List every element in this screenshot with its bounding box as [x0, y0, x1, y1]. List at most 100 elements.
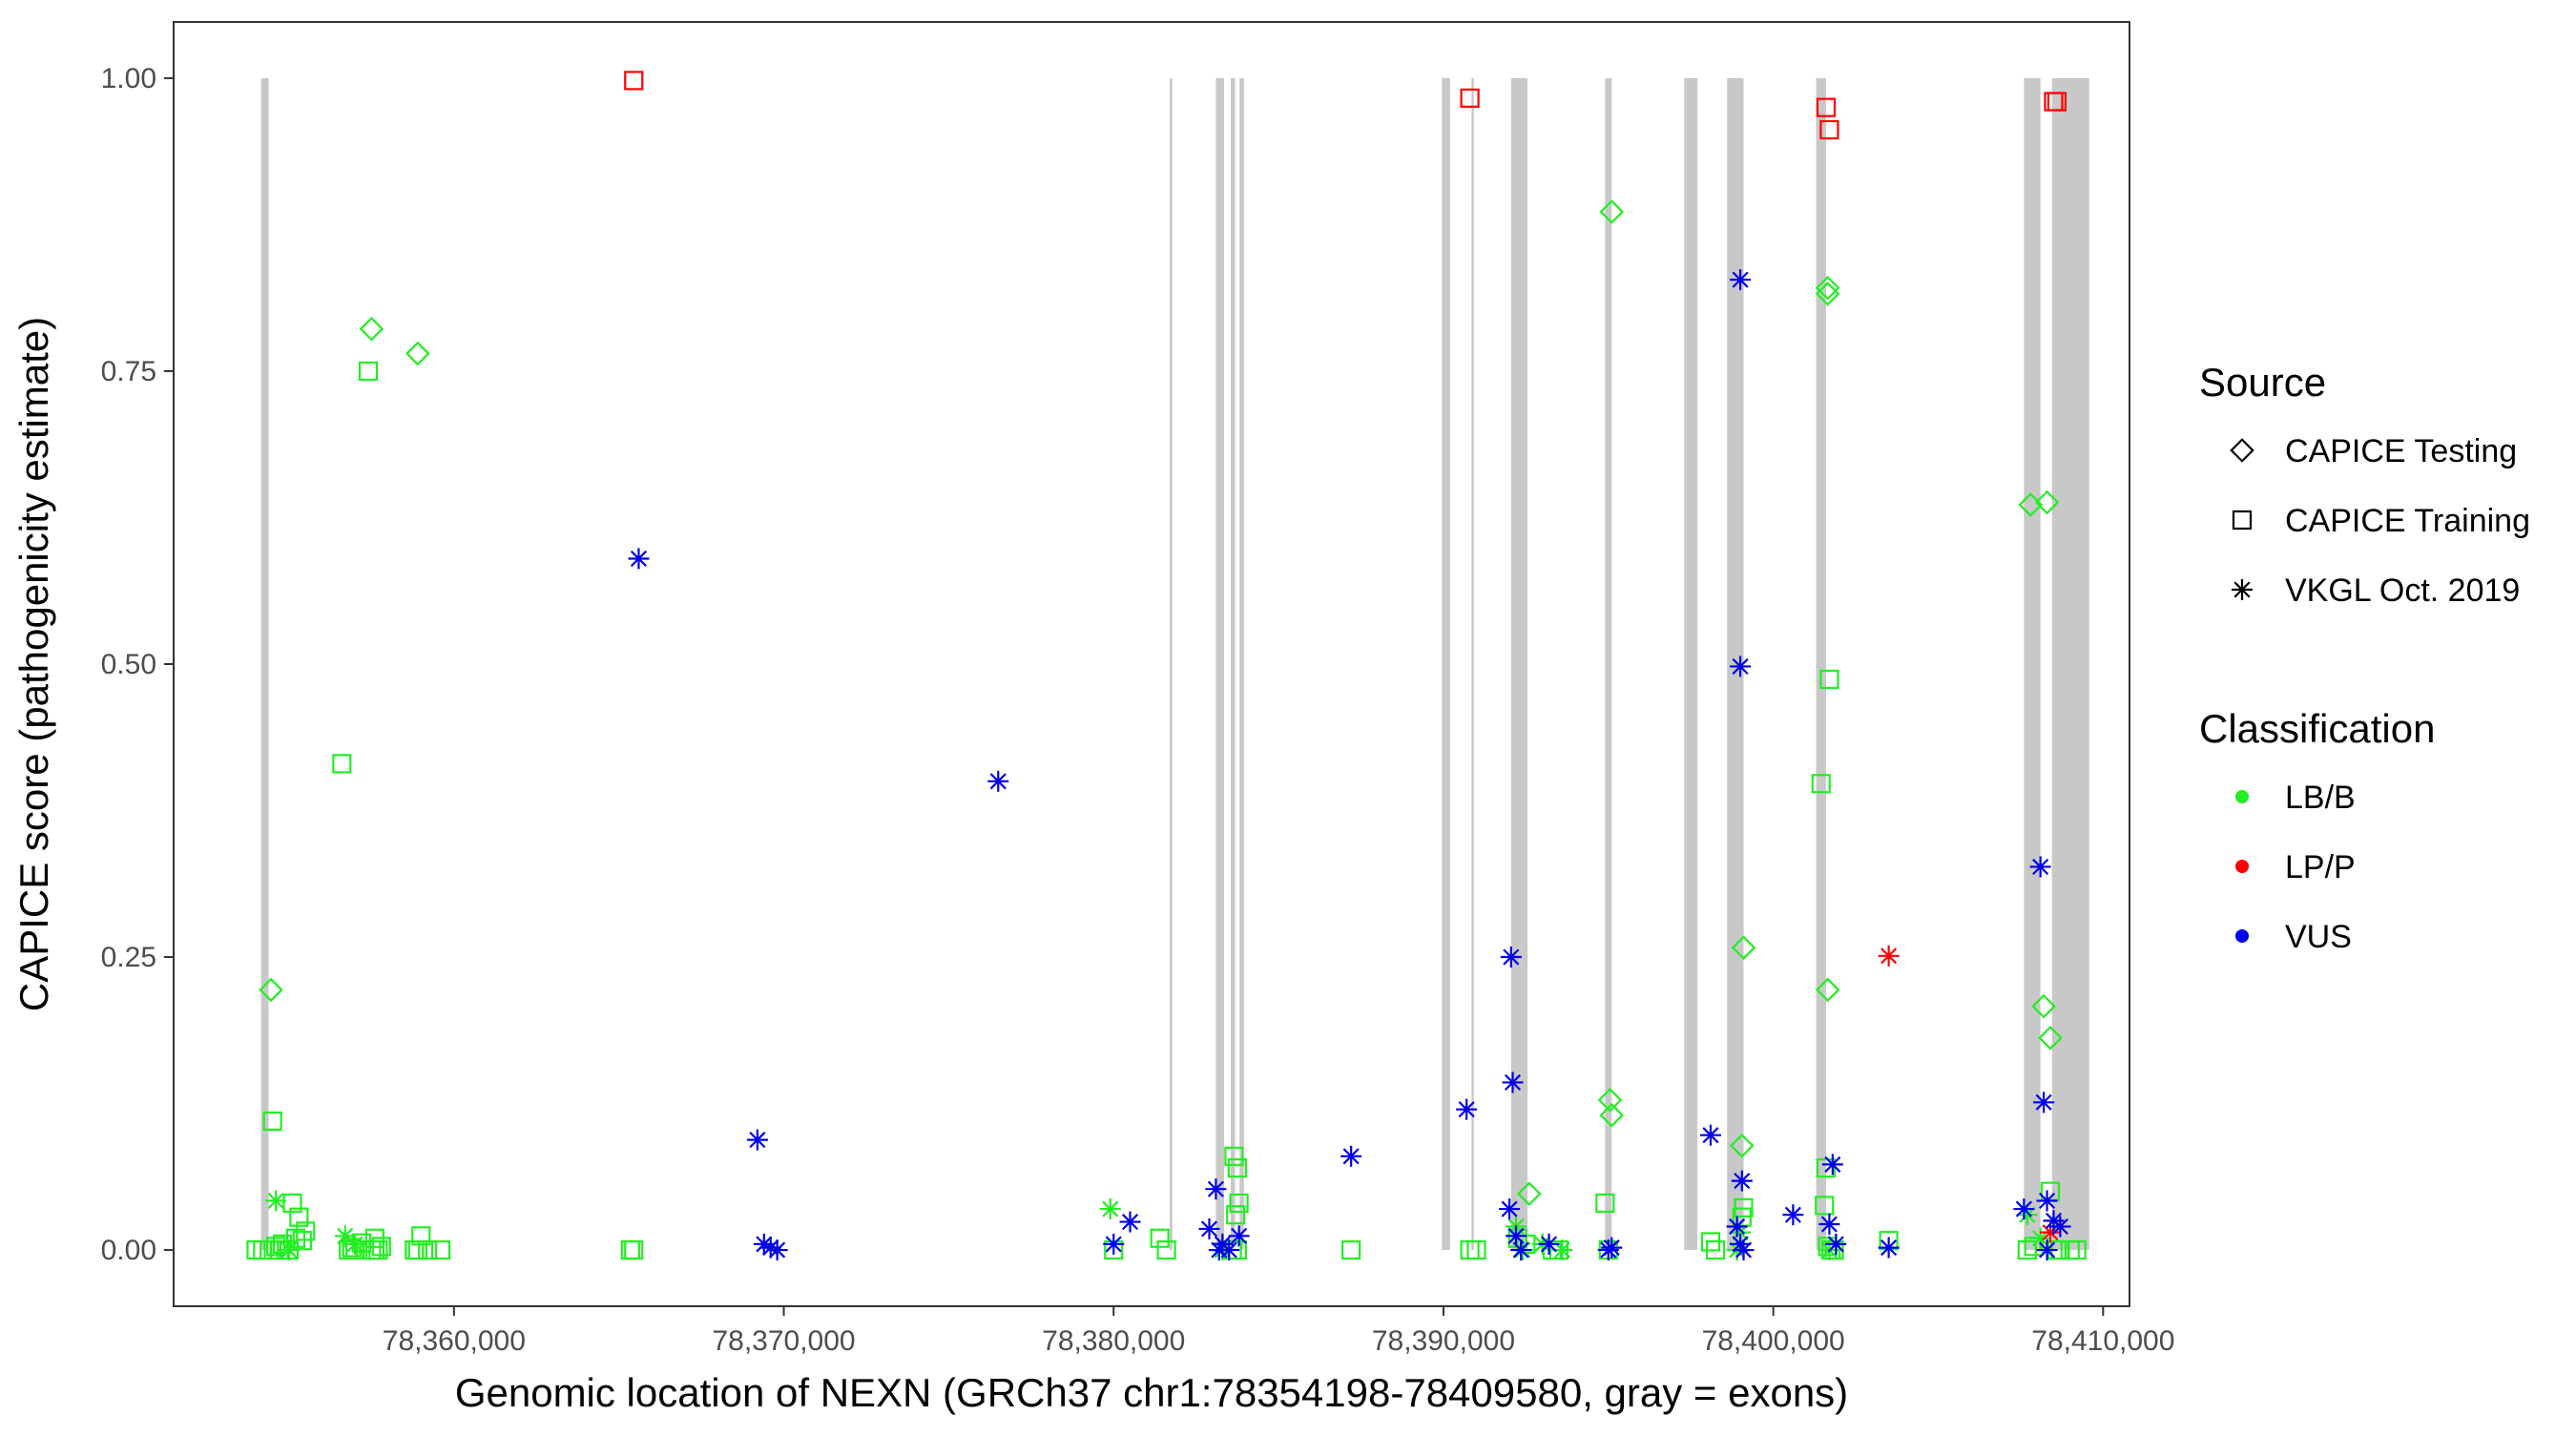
data-point	[1816, 97, 1837, 117]
exon-band	[1239, 77, 1244, 1251]
data-point	[296, 1221, 316, 1241]
y-tick-label: 0.00	[101, 1235, 156, 1266]
data-point	[1726, 1216, 1748, 1238]
data-point	[344, 1233, 366, 1255]
data-point	[1599, 1103, 1625, 1128]
legend-marker	[2232, 579, 2253, 600]
marker-stroke	[1121, 1214, 1139, 1231]
marker-stroke	[2032, 858, 2049, 876]
data-point	[1815, 275, 1840, 301]
data-point	[1103, 1233, 1125, 1255]
data-point	[1226, 1205, 1246, 1225]
data-point-layer	[246, 71, 2087, 1261]
exon-band	[2051, 77, 2089, 1251]
data-point	[265, 1190, 287, 1212]
marker-stroke	[756, 1236, 773, 1253]
data-point	[1456, 1098, 1478, 1120]
marker-stroke	[1603, 1239, 1620, 1257]
marker-stroke	[1784, 1206, 1801, 1223]
exon-band	[1816, 77, 1826, 1251]
data-point	[1229, 1193, 1249, 1214]
data-point	[1878, 1237, 1900, 1259]
data-point	[1208, 1239, 1230, 1261]
marker-stroke	[1207, 1180, 1224, 1197]
data-point	[628, 548, 650, 570]
data-point	[1502, 1072, 1524, 1093]
x-tick-label: 78,390,000	[1372, 1325, 1515, 1357]
data-point	[358, 361, 379, 382]
marker-stroke	[1504, 1073, 1522, 1091]
data-point	[1821, 1154, 1843, 1176]
legend-label-source: CAPICE Training	[2285, 503, 2530, 539]
legend-marker	[2230, 438, 2254, 463]
marker-stroke	[1880, 1239, 1898, 1257]
y-tick-label: 0.75	[101, 356, 156, 387]
series-group	[628, 269, 2071, 1261]
x-tick-label: 78,360,000	[383, 1325, 526, 1357]
data-point	[282, 1193, 302, 1214]
exon-band	[1471, 77, 1474, 1251]
data-point	[1340, 1145, 1362, 1167]
data-point	[2067, 1239, 2087, 1260]
data-point	[1460, 1239, 1480, 1260]
legend-classification-entries: LB/B LP/P VUS	[2235, 780, 2356, 955]
data-point	[1706, 1239, 1726, 1260]
data-point	[1815, 1196, 1835, 1216]
series-group	[246, 361, 2087, 1260]
data-point	[2049, 1216, 2071, 1238]
marker-stroke	[1501, 1200, 1518, 1217]
data-point	[746, 1129, 768, 1151]
data-point	[1510, 1239, 1532, 1261]
data-point	[1505, 1225, 1527, 1247]
exon-band	[1684, 77, 1698, 1251]
plot-panel-border	[173, 21, 2130, 1307]
marker-stroke	[1512, 1241, 1529, 1259]
x-axis-title: Genomic location of NEXN (GRCh37 chr1:78…	[455, 1370, 1848, 1415]
data-point	[342, 1238, 362, 1258]
marker-stroke	[1541, 1236, 1558, 1253]
legend-marker	[2232, 510, 2253, 531]
data-point	[624, 1239, 644, 1260]
exon-band	[1605, 77, 1612, 1251]
marker-stroke	[762, 1239, 779, 1257]
data-point	[1597, 1088, 1623, 1113]
data-point	[2033, 1092, 2055, 1113]
legend-label-classification: LP/P	[2285, 849, 2356, 885]
marker-stroke	[267, 1192, 284, 1210]
data-point	[1601, 1237, 1623, 1259]
exon-band	[1215, 77, 1225, 1251]
legend-dot-vus	[2235, 929, 2249, 943]
exon-band	[1170, 77, 1173, 1251]
marker-stroke	[1732, 657, 1749, 676]
data-point	[1119, 1211, 1141, 1233]
data-point	[1466, 1239, 1486, 1260]
data-point	[2017, 1239, 2037, 1260]
data-point	[1819, 669, 1839, 690]
legend-title-classification: Classification	[2199, 706, 2435, 751]
data-point	[1818, 1214, 1840, 1236]
data-point	[1815, 281, 1840, 306]
data-point	[1730, 1233, 1752, 1255]
data-point	[418, 1239, 438, 1260]
x-axis: 78,360,000 78,370,000 78,380,000 78,390,000…	[383, 1306, 2174, 1357]
data-point	[1825, 1233, 1847, 1255]
exon-band-layer	[260, 77, 2089, 1251]
legend: Source CAPICE Testing CAPICE Training VKGL…	[2199, 360, 2530, 955]
legend-title-source: Source	[2199, 360, 2326, 405]
data-point	[1228, 1225, 1250, 1247]
marker-stroke	[1734, 1173, 1751, 1190]
marker-stroke	[2233, 581, 2251, 598]
data-point	[2016, 1204, 2038, 1226]
exon-band	[2024, 77, 2041, 1251]
marker-stroke	[1342, 1148, 1360, 1165]
data-point	[260, 1239, 280, 1260]
y-axis-title: CAPICE score (pathogenicity estimate)	[11, 317, 56, 1011]
data-point	[1731, 1170, 1753, 1192]
data-point	[1782, 1204, 1804, 1226]
data-point	[1099, 1198, 1121, 1220]
data-point	[1500, 947, 1522, 968]
marker-stroke	[1732, 271, 1749, 288]
legend-label-classification: LB/B	[2285, 780, 2356, 816]
